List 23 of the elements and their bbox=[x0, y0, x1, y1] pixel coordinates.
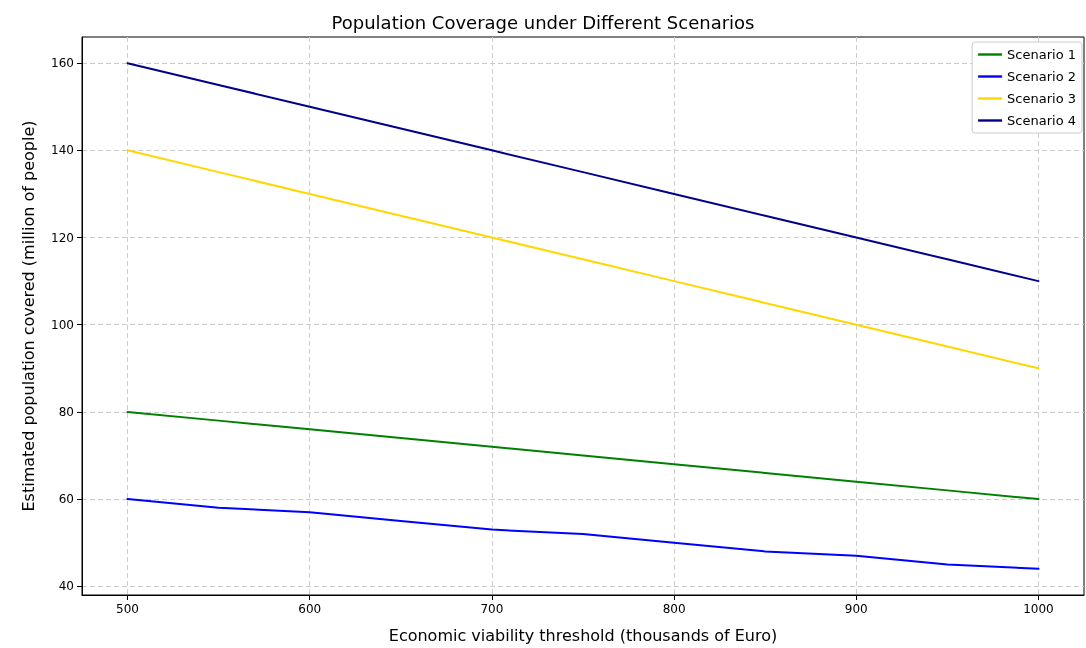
x-tick-label: 800 bbox=[662, 602, 686, 616]
y-tick-label: 120 bbox=[51, 230, 74, 245]
y-axis-title: Estimated population covered (million of people) bbox=[18, 120, 38, 512]
legend-label: Scenario 4 bbox=[1007, 113, 1077, 128]
y-tick-label: 40 bbox=[58, 579, 74, 594]
x-tick-label: 900 bbox=[844, 602, 868, 616]
legend-label: Scenario 1 bbox=[1007, 47, 1077, 62]
x-tick-label: 1000 bbox=[1023, 602, 1054, 616]
y-tick-label: 100 bbox=[51, 317, 74, 332]
line-series bbox=[126, 410, 1040, 501]
x-tick-label: 700 bbox=[480, 602, 504, 616]
x-axis-title: Economic viability threshold (thousands of Euro) bbox=[388, 625, 778, 645]
x-tick-label: 500 bbox=[116, 602, 139, 616]
y-tick-label: 160 bbox=[51, 56, 74, 71]
line-series bbox=[126, 498, 1040, 570]
y-tick-label: 60 bbox=[58, 492, 74, 507]
line-series bbox=[126, 149, 1040, 370]
legend-label: Scenario 2 bbox=[1007, 69, 1077, 84]
chart-title: Population Coverage under Different Scenarios bbox=[331, 11, 755, 33]
y-tick-label: 80 bbox=[58, 404, 74, 419]
x-tick-label: 600 bbox=[298, 602, 322, 616]
legend-label: Scenario 3 bbox=[1007, 91, 1077, 106]
y-tick-label: 140 bbox=[51, 143, 74, 158]
